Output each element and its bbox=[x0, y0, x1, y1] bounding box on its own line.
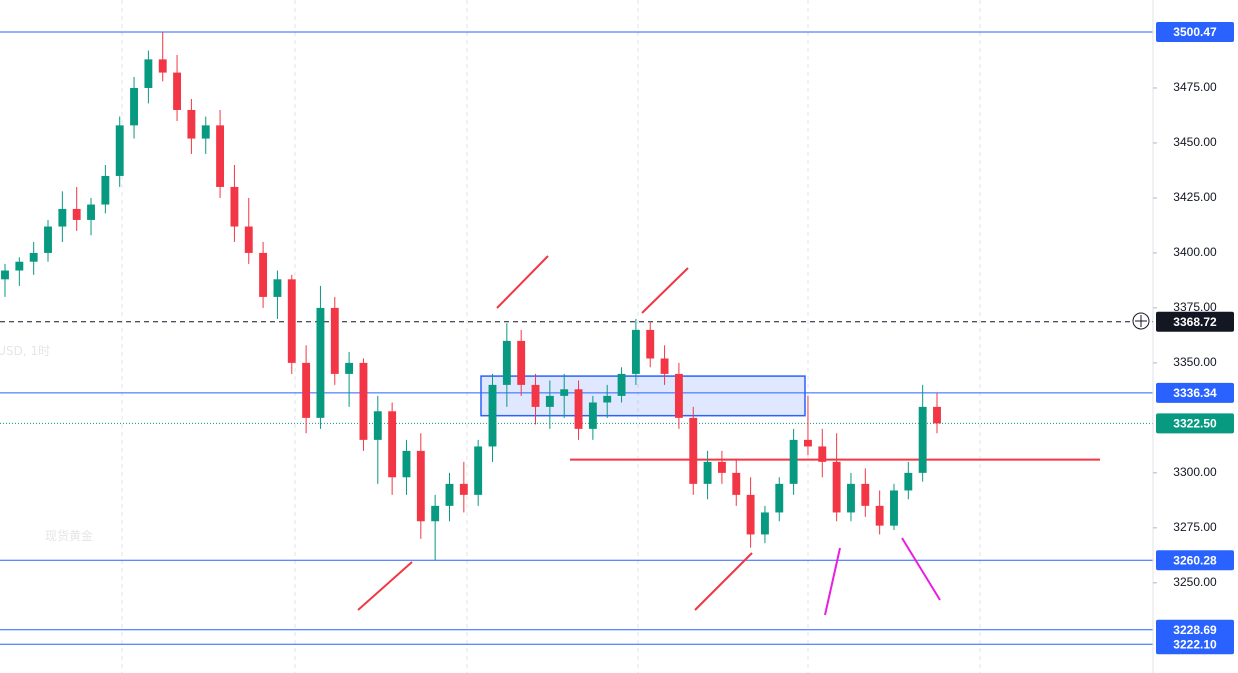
watermark-name: 现货黄金 bbox=[45, 528, 93, 543]
candle-body bbox=[689, 417, 698, 484]
candle-body bbox=[818, 446, 827, 462]
level-label-bg bbox=[1156, 634, 1234, 655]
candle-body bbox=[230, 186, 239, 227]
candle-body bbox=[502, 340, 511, 385]
candle-body bbox=[302, 362, 311, 418]
watermark-symbol: XAUUSD, 1时 bbox=[0, 344, 50, 358]
candle-body bbox=[445, 483, 454, 506]
candle-body bbox=[746, 494, 755, 535]
level-label-bg bbox=[1156, 413, 1234, 434]
level-label: 3322.50 bbox=[1173, 417, 1217, 431]
candle-body bbox=[259, 252, 268, 297]
candle-body bbox=[29, 252, 38, 262]
candle-body bbox=[359, 362, 368, 440]
candle-body bbox=[890, 490, 898, 526]
axis-labels: 3250.00 3275.00 3300.00 3350.00 3375.00 3400.… bbox=[1153, 21, 1234, 655]
candle-body bbox=[173, 72, 182, 110]
candle-body bbox=[144, 59, 153, 88]
level-label: 3368.72 bbox=[1173, 315, 1217, 329]
price-axis bbox=[1153, 0, 1238, 673]
candle-body bbox=[904, 472, 913, 491]
candle-body bbox=[674, 373, 683, 418]
candle-body bbox=[660, 358, 669, 374]
candle-body bbox=[517, 340, 526, 385]
candle-body bbox=[804, 439, 812, 447]
candle-body bbox=[646, 329, 655, 359]
candle-body bbox=[847, 483, 855, 513]
candle-body bbox=[732, 472, 741, 495]
candle-body bbox=[861, 483, 870, 506]
y-tick-label: 3425.00 bbox=[1173, 190, 1217, 204]
y-tick-label: 3400.00 bbox=[1173, 245, 1217, 259]
candle-body bbox=[488, 384, 497, 447]
candle-body bbox=[58, 208, 67, 227]
candle-body bbox=[216, 125, 225, 187]
candle-body bbox=[631, 329, 640, 374]
candle-body bbox=[44, 226, 52, 253]
candle-body bbox=[1, 270, 9, 280]
candle-body bbox=[617, 373, 626, 396]
candle-body bbox=[545, 395, 554, 407]
candle-body bbox=[603, 395, 612, 403]
level-label: 3500.47 bbox=[1173, 25, 1217, 39]
candle-body bbox=[15, 261, 24, 271]
candle-body bbox=[918, 406, 927, 473]
candle-body bbox=[187, 109, 196, 139]
y-tick-label: 3275.00 bbox=[1173, 520, 1217, 534]
candle-body bbox=[402, 450, 411, 478]
candle-body bbox=[933, 406, 941, 424]
candle-body bbox=[703, 461, 712, 484]
y-tick-label: 3250.00 bbox=[1173, 575, 1217, 589]
candle-body bbox=[832, 461, 841, 513]
arrows bbox=[357, 255, 941, 616]
candle-body bbox=[875, 505, 884, 526]
y-tick-label: 3350.00 bbox=[1173, 355, 1217, 369]
candle-body bbox=[531, 384, 540, 407]
candle-body bbox=[101, 175, 110, 205]
candle-body bbox=[789, 439, 798, 484]
candle-body bbox=[287, 279, 296, 363]
y-tick-label: 3475.00 bbox=[1173, 80, 1217, 94]
plot bbox=[0, 31, 1153, 645]
candle-body bbox=[87, 204, 95, 220]
level-label-bg bbox=[1156, 311, 1234, 332]
level-label-bg bbox=[1156, 382, 1234, 403]
crosshair-icon[interactable] bbox=[1132, 312, 1150, 330]
candle-body bbox=[388, 411, 397, 478]
candle-body bbox=[345, 362, 354, 374]
level-label: 3228.69 bbox=[1173, 623, 1217, 637]
level-label: 3336.34 bbox=[1173, 386, 1217, 400]
candle-body bbox=[330, 307, 339, 374]
candle-body bbox=[459, 483, 468, 495]
level-label: 3260.28 bbox=[1173, 553, 1217, 567]
zone bbox=[480, 375, 806, 417]
candle-body bbox=[775, 483, 784, 513]
candle-body bbox=[273, 279, 282, 297]
candle-body bbox=[574, 389, 583, 429]
time-grid bbox=[121, 0, 981, 673]
candle-body bbox=[373, 411, 382, 440]
candle-body bbox=[244, 226, 253, 253]
y-tick-label: 3300.00 bbox=[1173, 465, 1217, 479]
candle-body bbox=[72, 208, 81, 220]
candle-body bbox=[431, 505, 440, 522]
candle-body bbox=[474, 446, 483, 495]
candle-body bbox=[158, 59, 167, 73]
candle-body bbox=[316, 307, 325, 418]
level-label: 3222.10 bbox=[1173, 637, 1217, 651]
level-label-bg bbox=[1156, 21, 1234, 42]
candle-body bbox=[201, 125, 210, 139]
level-label-bg bbox=[1156, 550, 1234, 571]
candle-body bbox=[760, 512, 769, 535]
candle-body bbox=[416, 450, 425, 522]
candle-body bbox=[717, 461, 726, 473]
candle-body bbox=[115, 125, 124, 176]
y-tick-label: 3375.00 bbox=[1173, 300, 1217, 314]
candle-body bbox=[588, 402, 597, 429]
candle-body bbox=[560, 389, 569, 396]
y-tick-label: 3450.00 bbox=[1173, 135, 1217, 149]
candle-body bbox=[130, 87, 138, 126]
